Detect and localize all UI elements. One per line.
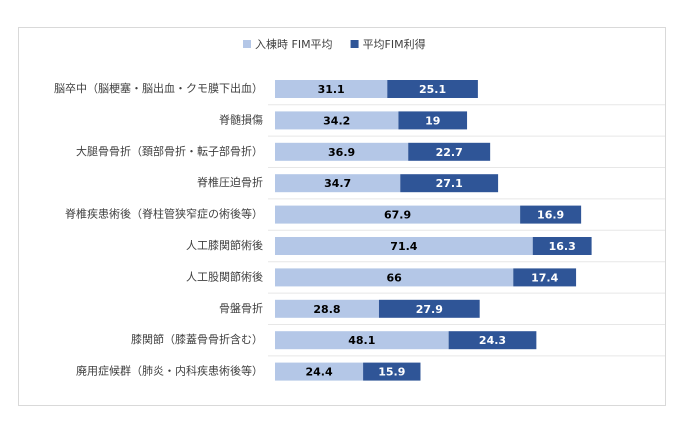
data-label: 27.1 [436, 177, 463, 190]
bar-segment [378, 299, 480, 318]
bar-segment [408, 142, 491, 161]
data-label: 34.7 [324, 177, 351, 190]
bar-segment [363, 362, 421, 381]
data-label: 36.9 [328, 146, 355, 159]
data-label: 15.9 [378, 366, 405, 379]
data-label: 17.4 [531, 271, 558, 284]
legend-swatch [350, 40, 359, 48]
data-label: 19 [425, 114, 440, 127]
data-label: 27.9 [416, 303, 443, 316]
y-tick-label: 骨盤骨折 [219, 301, 263, 315]
data-label: 22.7 [436, 146, 463, 159]
data-label: 48.1 [348, 334, 375, 347]
y-tick-label: 大腿骨骨折（頚部骨折・転子部骨折） [76, 144, 263, 158]
data-label: 28.8 [313, 303, 340, 316]
y-tick-label: 脊椎疾患術後（脊柱管狭窄症の術後等） [65, 207, 263, 221]
legend-swatch [243, 40, 251, 48]
y-tick-label: 人工股関節術後 [186, 269, 263, 283]
bar-segment [275, 268, 514, 287]
bar-segment [275, 80, 388, 98]
data-label: 25.1 [419, 83, 446, 96]
bar-segment [520, 205, 582, 224]
bar-segment [513, 268, 577, 287]
data-label: 66 [386, 271, 402, 284]
data-label: 67.9 [384, 209, 411, 222]
legend-label: 平均FIM利得 [363, 38, 426, 51]
y-tick-label: 脳卒中（脳梗塞・脳出血・クモ膜下出血） [54, 81, 263, 95]
legend-label: 入棟時 FIM平均 [255, 37, 333, 51]
bar-segment [275, 174, 401, 193]
bar-segment [275, 142, 409, 161]
bar-segment [532, 237, 592, 255]
bar-segment [400, 174, 499, 193]
y-tick-label: 廃用症候群（肺炎・内科疾患術後等） [76, 364, 263, 378]
data-label: 31.1 [318, 83, 345, 96]
data-label: 16.9 [537, 209, 564, 222]
bar-segment [448, 331, 537, 350]
bar-segment [387, 80, 478, 98]
bar-segment [275, 111, 399, 130]
bar-segment [275, 331, 449, 350]
data-label: 24.4 [305, 366, 332, 379]
data-label: 24.3 [479, 334, 506, 347]
data-label: 16.3 [549, 240, 576, 253]
bar-segment [275, 299, 379, 318]
y-tick-label: 膝関節（膝蓋骨骨折含む） [131, 332, 263, 346]
y-tick-label: 脊椎圧迫骨折 [197, 175, 263, 189]
bar-segment [275, 205, 521, 224]
y-tick-label: 人工膝関節術後 [186, 238, 263, 252]
bar-segment [398, 111, 468, 130]
data-label: 71.4 [390, 240, 417, 253]
bar-segment [275, 237, 533, 255]
y-tick-label: 脊髄損傷 [219, 112, 263, 126]
bar-segment [275, 362, 364, 381]
data-label: 34.2 [323, 114, 350, 127]
